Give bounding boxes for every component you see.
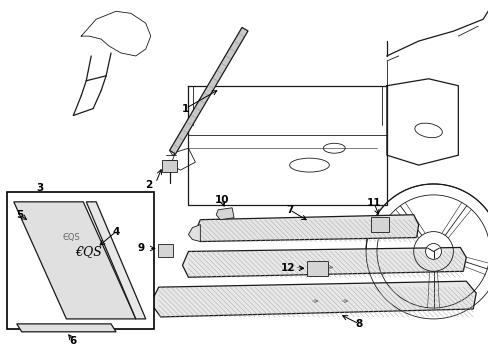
FancyBboxPatch shape: [158, 244, 173, 257]
FancyBboxPatch shape: [162, 159, 177, 172]
Text: 3: 3: [37, 183, 44, 193]
Circle shape: [426, 243, 441, 260]
Text: 12: 12: [280, 263, 295, 273]
Polygon shape: [86, 202, 146, 319]
Polygon shape: [17, 324, 116, 332]
Text: 1: 1: [182, 104, 189, 113]
Text: 8: 8: [355, 319, 363, 329]
Polygon shape: [189, 225, 200, 242]
Text: 5: 5: [16, 210, 24, 220]
Text: 4: 4: [112, 226, 120, 237]
Polygon shape: [151, 281, 476, 317]
Polygon shape: [170, 27, 248, 154]
Text: 2: 2: [145, 180, 152, 190]
Text: 10: 10: [215, 195, 229, 205]
FancyBboxPatch shape: [370, 217, 390, 232]
FancyBboxPatch shape: [307, 261, 328, 276]
Text: 7: 7: [286, 205, 294, 215]
Polygon shape: [196, 215, 418, 242]
Bar: [7, 192, 154, 329]
Polygon shape: [216, 208, 234, 220]
Polygon shape: [14, 202, 136, 319]
Text: ЄQS: ЄQS: [63, 233, 80, 242]
Text: 9: 9: [137, 243, 145, 253]
Text: 11: 11: [367, 198, 381, 208]
Text: €QS: €QS: [76, 245, 102, 258]
Polygon shape: [182, 247, 466, 277]
Text: 6: 6: [70, 336, 77, 346]
